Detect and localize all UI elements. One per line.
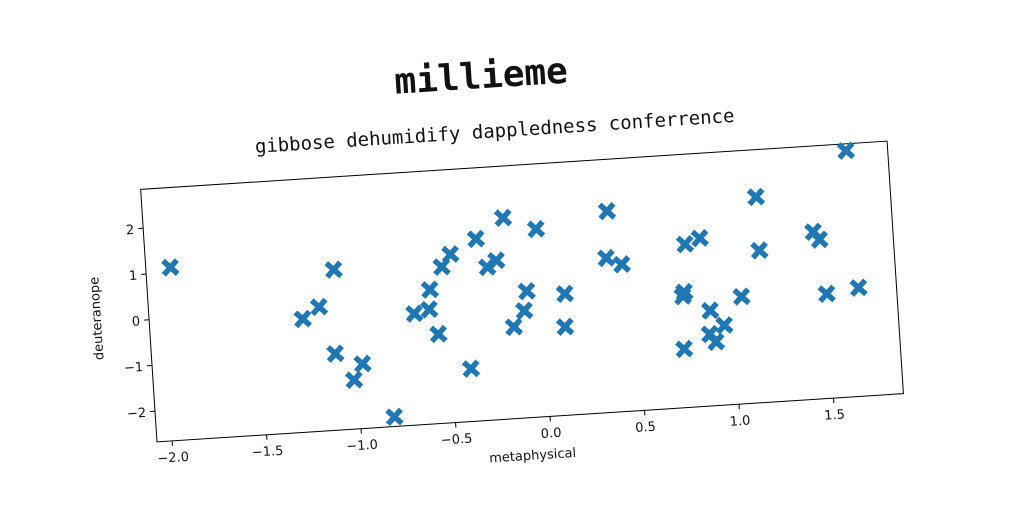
- marker: [344, 370, 364, 390]
- marker: [487, 251, 506, 270]
- marker: [324, 260, 343, 279]
- marker: [597, 201, 617, 221]
- marker: [466, 229, 486, 249]
- marker: [429, 324, 448, 344]
- marker: [405, 304, 424, 323]
- marker: [493, 208, 513, 228]
- y-tick-label: 0: [131, 314, 140, 330]
- x-axis-label: metaphysical: [489, 446, 577, 467]
- y-tick-label: 1: [128, 269, 137, 285]
- marker: [700, 301, 720, 320]
- rotated-figure: millieme gibbose dehumidify dappledness …: [87, 51, 904, 467]
- marker: [293, 309, 312, 329]
- marker: [810, 230, 829, 249]
- marker: [746, 187, 766, 207]
- y-tick-label: 2: [126, 223, 135, 239]
- marker: [750, 241, 769, 260]
- x-tick-label: −0.5: [440, 432, 472, 449]
- x-tick-label: 1.5: [824, 407, 846, 423]
- marker: [555, 317, 575, 337]
- marker: [441, 245, 460, 264]
- marker: [517, 282, 536, 301]
- x-tick-label: −2.0: [157, 450, 189, 467]
- marker: [432, 257, 451, 277]
- marker: [420, 280, 440, 299]
- marker: [461, 359, 481, 378]
- marker: [817, 284, 836, 304]
- marker: [836, 141, 856, 160]
- x-tick-label: 0.0: [540, 426, 562, 442]
- marker: [597, 248, 616, 268]
- y-tick-label: −1: [124, 360, 144, 376]
- marker: [353, 354, 372, 374]
- marker: [732, 287, 751, 306]
- marker: [504, 317, 524, 337]
- marker: [675, 235, 695, 254]
- marker: [675, 339, 694, 359]
- x-tick-label: 1.0: [729, 414, 751, 430]
- plot-frame: [140, 140, 904, 443]
- marker: [526, 219, 546, 239]
- marker: [420, 300, 439, 319]
- marker: [706, 332, 726, 352]
- x-tick-label: −1.5: [251, 444, 283, 461]
- marker: [515, 301, 534, 320]
- marker: [161, 258, 180, 277]
- marker: [555, 284, 575, 303]
- chart-subtitle: gibbose dehumidify dappledness conferren…: [254, 105, 735, 158]
- y-tick-label: −2: [126, 406, 146, 422]
- marker: [309, 297, 329, 317]
- marker: [690, 229, 710, 248]
- chart-title: millieme: [393, 51, 569, 103]
- marker: [326, 344, 345, 363]
- y-axis-label: deuteranope: [87, 276, 107, 360]
- marker: [385, 407, 404, 427]
- marker: [675, 282, 694, 302]
- marker: [849, 278, 868, 297]
- x-tick-label: 0.5: [635, 420, 657, 436]
- marker: [715, 316, 734, 335]
- x-tick-label: −1.0: [346, 438, 378, 455]
- marker: [612, 255, 631, 274]
